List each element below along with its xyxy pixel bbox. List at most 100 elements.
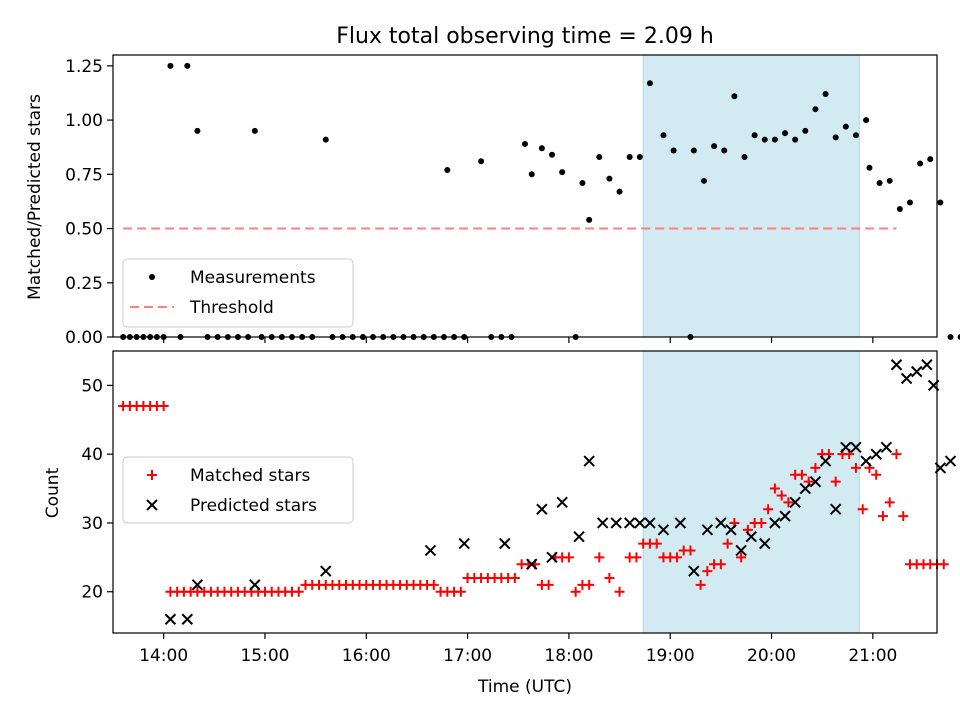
predicted-star-point [921,359,933,371]
measurement-point [528,171,535,178]
predicted-star-point [829,503,842,515]
measurement-point [947,334,954,340]
bottom-ylabel: Count [43,467,63,518]
predicted-star-point [789,496,801,509]
measurement-point [251,127,258,134]
matched-star-point [563,552,574,563]
measurement-point [822,91,829,98]
x-tick-label: 18:00 [544,646,593,666]
top-plot: 0.00 0.25 0.50 0.75 1.00 1.25 Measurements Thre… [65,54,960,348]
measurement-point [782,130,789,137]
matched-star-point [850,462,861,473]
y-tick-label: 1.25 [65,57,103,77]
matched-star-point [776,490,787,501]
measurement-point [852,132,859,139]
measurement-point [771,136,778,143]
y-tick-label: 40 [81,445,103,465]
bottom-plot: 20 30 40 50 14:00 15:00 16:00 17:00 18:00 19:00 20… [81,350,957,666]
predicted-star-point [546,551,558,564]
axes-frame [112,54,938,338]
measurement-point [636,153,643,160]
measurement-point [937,199,944,206]
predicted-star-point [779,510,791,522]
measurement-point [646,80,653,87]
measurement-point [917,160,924,167]
measurement-point [832,134,839,141]
measurement-point [700,177,707,184]
measurement-point [866,164,873,171]
matched-star-point [763,504,774,515]
measurement-point [522,140,528,147]
matched-star-point [871,469,882,480]
matched-star-point [877,511,888,522]
matched-star-point [604,572,615,583]
predicted-star-point [596,517,609,529]
measurement-point [906,199,913,206]
matched-star-point [685,545,696,556]
measurement-point [792,136,799,143]
matched-star-point [884,497,895,508]
measurement-point [549,151,556,158]
observing-window-band [642,350,860,634]
measurement-point [761,136,768,143]
x-tick-label: 15:00 [240,646,289,666]
predicted-star-point [181,613,194,625]
axes-frame [112,350,938,634]
predicted-star-point [644,517,656,529]
y-tick-label: 50 [81,376,103,396]
matched-star-point [543,579,554,590]
predicted-star-point [900,372,913,385]
predicted-star-point [688,565,700,577]
predicted-star-point [657,524,670,536]
predicted-star-point [526,558,538,570]
predicted-star-point [745,530,757,543]
predicted-star-point [191,579,204,591]
predicted-star-point [850,441,862,454]
predicted-star-point [634,517,646,529]
x-tick-label: 16:00 [342,646,391,666]
y-tick-label: 1.00 [65,111,103,131]
measurement-point [751,132,758,139]
y-tick-label: 30 [81,514,103,534]
legend-box [122,258,354,328]
measurement-point [579,179,586,186]
legend-box [122,456,354,524]
measurement-point [322,136,329,143]
matched-star-point [695,579,706,590]
chart-title: Flux total observing time = 2.09 h [336,24,714,49]
matched-star-point [455,586,466,597]
top-ylabel: Matched/Predicted stars [25,94,45,300]
measurement-point [586,216,593,223]
matched-star-point [584,579,595,590]
matched-star-point [702,566,713,577]
measurement-point [842,123,849,130]
x-tick-label: 19:00 [646,646,695,666]
matched-star-point [509,572,520,583]
predicted-star-point [674,517,687,529]
measurement-point [812,106,819,113]
measurement-point [559,169,566,176]
predicted-star-point [809,475,822,488]
measurement-point [194,127,201,134]
measurement-point [616,188,623,195]
matched-star-point [594,552,605,563]
measurement-point [957,334,960,340]
predicted-star-point [880,441,893,454]
predicted-star-point [499,537,511,550]
matched-star-point [783,497,794,508]
legend: Matched stars Predicted stars [122,456,354,524]
matched-star-point [898,511,909,522]
xlabel: Time (UTC) [477,677,572,697]
measurement-point [626,153,633,160]
y-tick-label: 0.25 [65,274,103,294]
measurement-point [802,127,809,134]
predicted-star-point [249,579,261,591]
matched-star-point [651,538,662,549]
matched-star-point [722,538,733,549]
observing-window-band [642,54,860,338]
measurement-point [167,62,174,69]
x-tick-label: 21:00 [848,646,897,666]
measurement-point [741,153,748,160]
matched-star-point [736,552,747,563]
